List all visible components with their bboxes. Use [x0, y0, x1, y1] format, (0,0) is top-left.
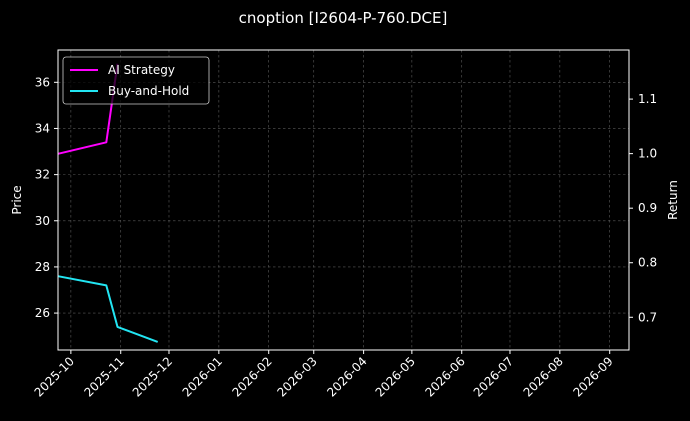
x-tick-label: 2026-05 — [373, 354, 418, 399]
series-layer — [57, 63, 159, 343]
x-tick-label: 2025-10 — [32, 354, 77, 399]
legend-box — [62, 56, 210, 105]
x-tick-label: 2026-07 — [471, 354, 516, 399]
x-tick-label: 2026-01 — [180, 354, 225, 399]
y-tick-label-right: 0.7 — [638, 310, 657, 324]
y-tick-label-right: 0.9 — [638, 201, 657, 215]
x-tick-label: 2026-06 — [422, 354, 467, 399]
x-tick-label: 2026-02 — [229, 354, 274, 399]
y-axis-label-right: Return — [666, 180, 680, 220]
y-tick-label-left: 26 — [35, 306, 50, 320]
x-tick-label: 2025-12 — [130, 354, 175, 399]
x-tick-label: 2026-04 — [324, 354, 369, 399]
grid — [58, 50, 629, 350]
x-tick-label: 2026-09 — [570, 354, 615, 399]
y-tick-label-left: 30 — [35, 214, 50, 228]
series-line-buy-and-hold — [57, 275, 159, 343]
x-axis: 2025-10 2025-11 2025-12 2026-01 2026-02 2026-… — [32, 350, 616, 400]
y-tick-label-left: 36 — [35, 75, 50, 89]
x-tick-label: 2025-11 — [81, 354, 126, 399]
y-tick-label-left: 34 — [35, 121, 50, 135]
y-tick-label-left: 32 — [35, 168, 50, 182]
x-tick-label: 2026-03 — [275, 354, 320, 399]
x-tick-label: 2026-08 — [521, 354, 566, 399]
y-tick-label-right: 0.8 — [638, 256, 657, 270]
y-axis-label-left: Price — [10, 185, 24, 214]
chart-title: cnoption [I2604-P-760.DCE] — [239, 9, 448, 27]
y-tick-label-right: 1.0 — [638, 147, 657, 161]
legend: AI Strategy Buy-and-Hold — [62, 56, 210, 105]
legend-label-buy-and-hold: Buy-and-Hold — [108, 84, 189, 98]
y-tick-label-left: 28 — [35, 260, 50, 274]
legend-label-ai-strategy: AI Strategy — [108, 63, 175, 77]
y-axis-right: 0.7 0.8 0.9 1.0 1.1 — [629, 92, 657, 324]
y-tick-label-right: 1.1 — [638, 92, 657, 106]
plot-frame — [57, 49, 630, 351]
y-axis-left: 26 28 30 32 34 36 — [35, 75, 58, 320]
